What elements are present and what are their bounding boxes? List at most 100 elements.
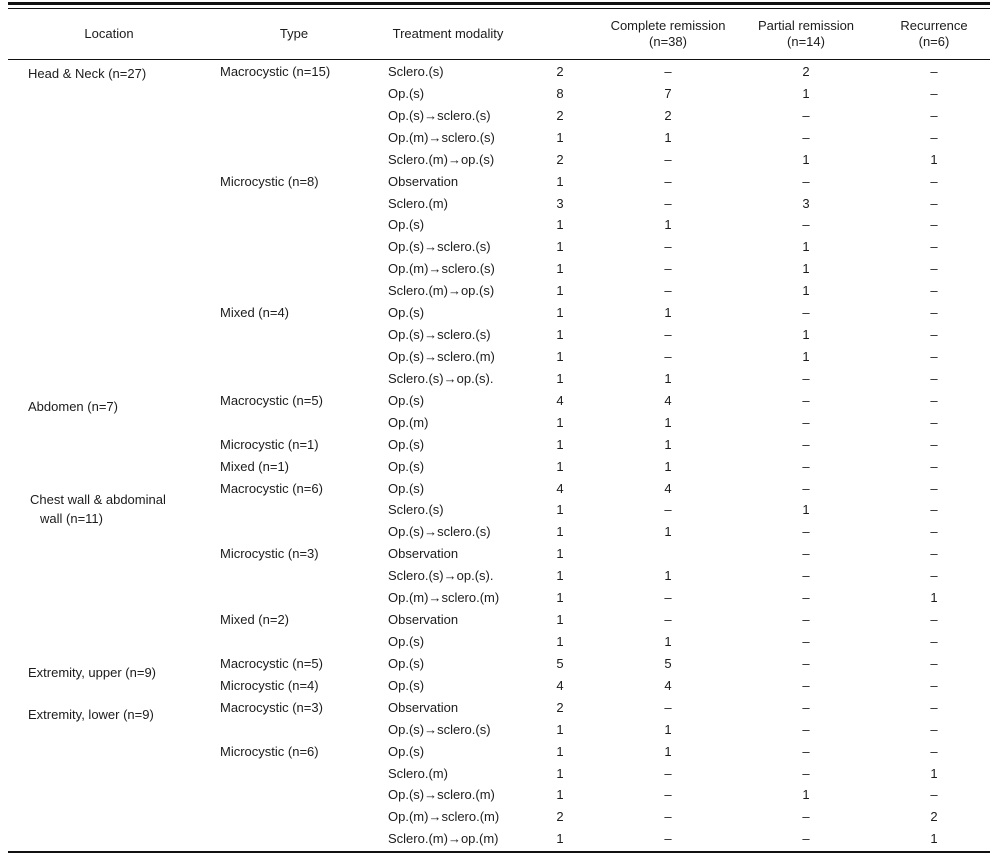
cell-count: 1 [556,787,564,803]
cell-count: 4 [556,677,564,693]
cell-count: 1 [556,436,564,452]
cell-partial-remission: – [802,480,810,496]
cell-recurrence: – [930,480,938,496]
cell-location [8,499,210,521]
cell-location [8,784,210,806]
cell-location [8,565,210,587]
column-header-partial: Partial remission (n=14) [757,17,855,49]
cell-recurrence: – [930,239,938,255]
column-header-recurrence: Recurrence (n=6) [900,17,968,49]
cell-recurrence: – [930,414,938,430]
cell-type [210,83,378,105]
cell-complete-remission: – [664,195,672,211]
cell-recurrence: – [930,129,938,145]
cell-type [210,324,378,346]
cell-location [8,456,210,478]
cell-type [210,631,378,653]
cell-complete-remission: – [664,239,672,255]
cell-count: 2 [556,809,564,825]
cell-complete-remission: – [664,502,672,518]
cell-count: 1 [556,546,564,562]
cell-type [210,193,378,215]
cell-partial-remission: 1 [802,348,810,364]
cell-type [210,784,378,806]
cell-partial-remission: – [802,655,810,671]
cell-count: 1 [556,129,564,145]
cell-type: Microcystic (n=6) [220,743,319,759]
cell-complete-remission: 4 [664,392,672,408]
cell-partial-remission: 1 [802,261,810,277]
cell-partial-remission: – [802,370,810,386]
cell-treatment-modality: Op.(m)→sclero.(s) [388,129,495,145]
cell-type: Macrocystic (n=6) [220,480,323,496]
cell-recurrence: – [930,633,938,649]
cell-recurrence: – [930,217,938,233]
cell-treatment-modality: Op.(s) [388,743,425,759]
cell-treatment-modality: Op.(s) [388,436,425,452]
cell-complete-remission: – [664,590,672,606]
cell-type: Microcystic (n=8) [220,173,319,189]
cell-treatment-modality: Op.(s)→sclero.(s) [388,524,491,540]
cell-treatment-modality: Sclero.(m)→op.(s) [388,283,495,299]
cell-recurrence: – [930,392,938,408]
cell-partial-remission: – [802,809,810,825]
cell-treatment-modality: Sclero.(m) [388,765,448,781]
cell-partial-remission: 1 [802,85,810,101]
cell-type [210,587,378,609]
cell-type: Microcystic (n=3) [220,546,319,562]
cell-recurrence: – [930,502,938,518]
cell-type: Mixed (n=2) [220,612,289,628]
header-separator-rule [8,58,990,60]
cell-recurrence: – [930,327,938,343]
cell-treatment-modality: Op.(m)→sclero.(m) [388,809,500,825]
column-header-modality: Treatment modality [392,25,504,41]
cell-recurrence: 2 [930,809,938,825]
cell-count: 1 [556,765,564,781]
cell-partial-remission: 1 [802,327,810,343]
cell-location [8,675,210,697]
cell-type [210,127,378,149]
cell-complete-remission: 5 [664,655,672,671]
cell-recurrence: – [930,348,938,364]
cell-partial-remission: – [802,305,810,321]
cell-partial-remission: – [802,568,810,584]
cell-type [210,828,378,850]
cell-partial-remission: – [802,612,810,628]
cell-count: 1 [556,261,564,277]
cell-location [8,763,210,785]
cell-type: Mixed (n=1) [220,458,289,474]
cell-treatment-modality: Op.(s) [388,85,425,101]
table-header-row: Location Type Treatment modality Complet… [8,9,990,58]
cell-recurrence: 1 [930,765,938,781]
cell-complete-remission [602,543,734,565]
cell-type: Macrocystic (n=3) [220,699,323,715]
cell-location [8,83,210,105]
cell-recurrence: – [930,283,938,299]
cell-complete-remission: 1 [664,414,672,430]
cell-partial-remission: 2 [802,64,810,79]
bottom-rule [8,851,990,853]
cell-partial-remission: – [802,392,810,408]
cell-location [8,434,210,456]
cell-partial-remission: – [802,721,810,737]
cell-partial-remission: – [802,129,810,145]
cell-location [8,697,210,719]
cell-location [8,631,210,653]
cell-partial-remission: – [802,414,810,430]
cell-complete-remission: 1 [664,633,672,649]
cell-treatment-modality: Op.(s) [388,677,425,693]
cell-location [8,478,210,500]
cell-location [8,127,210,149]
column-header-location: Location [84,25,134,41]
cell-partial-remission: – [802,217,810,233]
cell-recurrence: – [930,458,938,474]
cell-complete-remission: – [664,809,672,825]
cell-treatment-modality: Sclero.(s)→op.(s). [388,370,494,386]
cell-type [210,521,378,543]
cell-complete-remission: 1 [664,305,672,321]
cell-treatment-modality: Op.(s)→sclero.(m) [388,348,495,364]
cell-type: Macrocystic (n=15) [220,64,331,79]
cell-treatment-modality: Op.(s)→sclero.(s) [388,327,491,343]
cell-treatment-modality: Sclero.(s) [388,502,444,518]
cell-recurrence: – [930,370,938,386]
